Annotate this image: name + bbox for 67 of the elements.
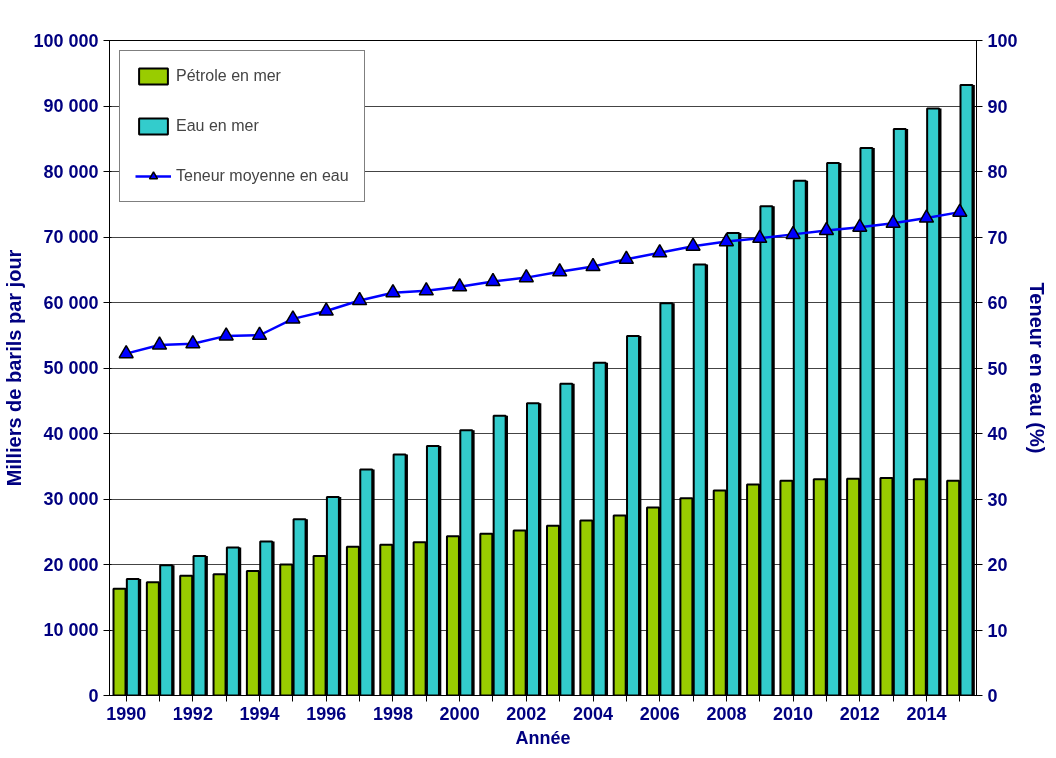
x-tick-label: 1998 <box>372 703 413 724</box>
point <box>885 214 901 229</box>
y2-tick-label: 0 <box>987 686 998 706</box>
x-tick-label: 1992 <box>172 703 213 724</box>
point <box>618 250 635 265</box>
point <box>918 209 935 223</box>
y-tick-label: 70 000 <box>43 227 99 247</box>
point <box>785 225 801 240</box>
point <box>118 344 134 359</box>
point <box>518 268 535 283</box>
y-tick-label: 40 000 <box>43 423 99 444</box>
y-tick-label: 10 000 <box>43 620 99 640</box>
y-tick-label: 90 000 <box>43 96 99 116</box>
y-tick-label: 20 000 <box>43 554 99 575</box>
legend-label: Eau en mer <box>176 117 259 135</box>
point <box>952 203 968 217</box>
x-tick-label: 2008 <box>706 703 747 724</box>
point <box>418 281 435 296</box>
y2-tick-label: 50 <box>987 358 1008 379</box>
y2-tick-label: 60 <box>987 293 1008 313</box>
x-tick-label: 1994 <box>239 703 280 724</box>
point <box>551 262 568 277</box>
point <box>651 243 668 258</box>
x-tick-label: 2004 <box>573 703 614 724</box>
point <box>351 291 368 306</box>
y2-tick-label: 90 <box>987 96 1008 117</box>
point <box>585 257 601 272</box>
x-axis-title: Année <box>515 727 571 748</box>
point <box>818 221 835 236</box>
x-tick-label: 2010 <box>773 703 814 724</box>
x-tick-label: 2002 <box>506 703 547 724</box>
y-tick-label: 50 000 <box>43 358 99 378</box>
point <box>218 327 234 341</box>
x-tick-label: 2000 <box>439 703 480 724</box>
y2-axis-title: Teneur en eau (%) <box>1025 282 1048 454</box>
x-tick-label: 2006 <box>639 703 680 724</box>
point <box>185 334 201 349</box>
legend-label: Pétrole en mer <box>176 67 281 85</box>
y2-tick-label: 40 <box>987 424 1008 444</box>
point <box>485 272 501 287</box>
point <box>451 277 468 292</box>
point <box>318 302 334 316</box>
point <box>752 229 768 244</box>
point <box>718 232 735 247</box>
y-tick-label: 0 <box>88 685 99 706</box>
y2-tick-label: 100 <box>987 31 1018 51</box>
y2-tick-label: 80 <box>987 162 1008 182</box>
x-tick-label: 2012 <box>839 703 880 724</box>
y-tick-label: 100 000 <box>33 30 99 51</box>
x-tick-label: 1996 <box>306 703 347 724</box>
y2-tick-label: 70 <box>987 227 1008 248</box>
y2-tick-label: 20 <box>987 555 1008 575</box>
y-tick-label: 60 000 <box>43 292 99 313</box>
y-tick-label: 80 000 <box>43 161 99 182</box>
y-axis-title: Milliers de barils par jour <box>3 249 26 487</box>
y2-tick-label: 30 <box>987 489 1008 510</box>
y2-tick-label: 10 <box>987 620 1008 641</box>
point <box>385 283 401 298</box>
point <box>852 218 868 232</box>
legend-label: Teneur moyenne en eau <box>176 167 349 185</box>
point <box>251 326 268 341</box>
point <box>685 237 701 251</box>
x-tick-label: 2014 <box>906 703 947 724</box>
point <box>285 310 301 324</box>
y-tick-label: 30 000 <box>43 489 99 509</box>
x-tick-label: 1990 <box>106 703 147 724</box>
point <box>151 336 168 350</box>
